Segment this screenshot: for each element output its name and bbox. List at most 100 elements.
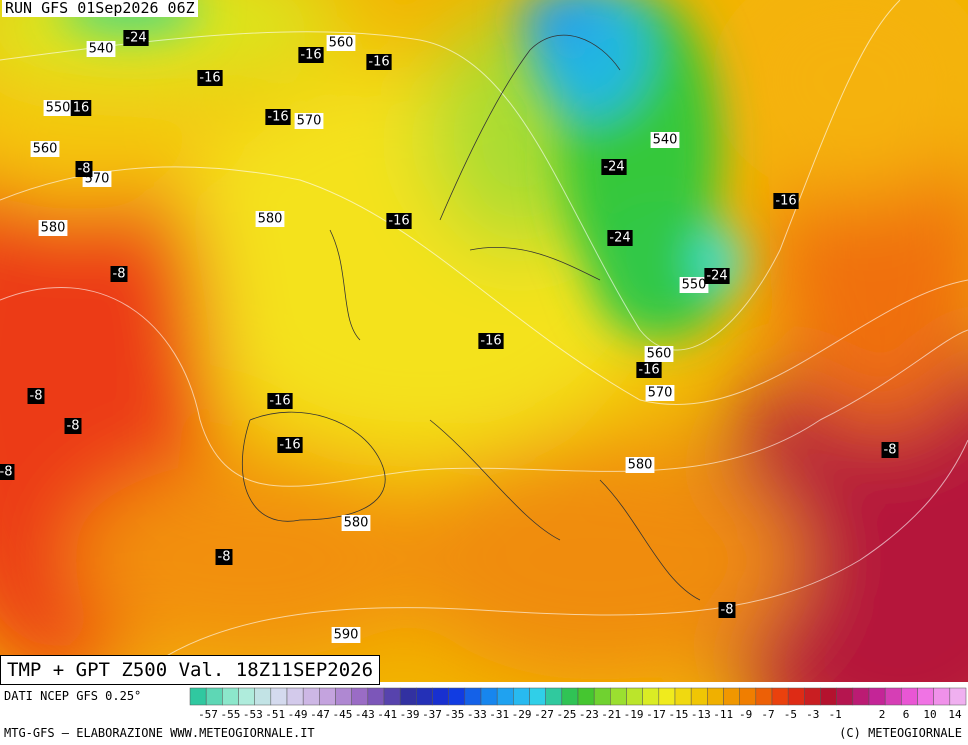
geopotential-label-box xyxy=(43,100,73,116)
temperature-label: -24 xyxy=(706,269,727,284)
color-swatch xyxy=(901,687,918,706)
temperature-label: -16 xyxy=(368,55,389,70)
color-swatch xyxy=(270,687,288,706)
color-scale: -57 -55 -53 -51 -49 -47 -45 -43 -41 -39 -37 -35 -33-… xyxy=(189,687,967,721)
geopotential-label: 550 xyxy=(46,101,71,116)
color-swatch xyxy=(836,687,854,706)
temperature-label: -16 xyxy=(199,71,220,86)
temperature-label: -16 xyxy=(480,334,501,349)
color-swatch xyxy=(448,687,466,706)
scale-label: -11 xyxy=(713,708,733,721)
scale-label: -49 xyxy=(288,708,308,721)
scale-label: -27 xyxy=(534,708,554,721)
temperature-label: -24 xyxy=(125,31,146,46)
color-swatch xyxy=(933,687,951,706)
temperature-label: -24 xyxy=(603,160,624,175)
color-swatch xyxy=(690,687,708,706)
scale-label: -7 xyxy=(761,708,774,721)
color-swatch xyxy=(868,687,886,706)
temperature-label-box xyxy=(704,268,730,284)
scale-label: -21 xyxy=(601,708,621,721)
scale-label: -53 xyxy=(243,708,263,721)
scale-label: -15 xyxy=(668,708,688,721)
geopotential-label-box xyxy=(30,141,60,157)
scale-label: -55 xyxy=(220,708,240,721)
scale-label: -51 xyxy=(265,708,285,721)
color-swatch xyxy=(561,687,579,706)
temperature-label: -24 xyxy=(609,231,630,246)
color-swatch xyxy=(852,687,870,706)
temperature-label: -16 xyxy=(638,363,659,378)
color-swatch xyxy=(593,687,611,706)
color-swatch xyxy=(642,687,660,706)
temperature-label-box xyxy=(70,100,92,116)
temperature-label-box xyxy=(197,70,223,86)
temperature-label-box xyxy=(64,418,82,434)
color-swatch xyxy=(674,687,692,706)
color-swatch xyxy=(804,687,821,706)
color-swatch xyxy=(949,687,967,706)
temperature-label-box xyxy=(601,159,627,175)
temperature-label: -8 xyxy=(113,267,126,282)
temperature-label: 16 xyxy=(73,101,90,116)
geopotential-label: 540 xyxy=(89,42,114,57)
color-swatch xyxy=(723,687,740,706)
color-swatch xyxy=(820,687,837,706)
geopotential-label: 580 xyxy=(628,458,653,473)
temperature-label: -16 xyxy=(279,438,300,453)
temperature-label-box xyxy=(75,161,93,177)
scale-label: -25 xyxy=(556,708,576,721)
color-swatch xyxy=(513,687,530,706)
geopotential-label-box xyxy=(625,457,655,473)
temperature-label-box xyxy=(718,602,736,618)
color-swatch xyxy=(755,687,773,706)
geopotential-label-box xyxy=(645,385,675,401)
color-swatch xyxy=(319,687,336,706)
scale-label: -45 xyxy=(332,708,352,721)
color-swatch xyxy=(286,687,304,706)
scale-label: -13 xyxy=(691,708,711,721)
geopotential-label: 560 xyxy=(33,142,58,157)
scale-label: -37 xyxy=(422,708,442,721)
temperature-label: -8 xyxy=(218,550,231,565)
weather-map: 540 5605505705605705805805405505605705805… xyxy=(0,0,968,682)
color-swatch xyxy=(707,687,724,706)
run-info: RUN GFS 01Sep2026 06Z xyxy=(2,0,198,17)
scale-label: -43 xyxy=(355,708,375,721)
geopotential-label-box xyxy=(294,113,324,129)
color-swatch xyxy=(205,687,223,706)
scale-label: -47 xyxy=(310,708,330,721)
temperature-label-box xyxy=(265,109,291,125)
geopotential-label-box xyxy=(644,346,674,362)
color-swatch xyxy=(238,687,255,706)
color-swatch xyxy=(787,687,805,706)
temperature-label: -16 xyxy=(269,394,290,409)
temperature-label-box xyxy=(881,442,899,458)
geopotential-label-box xyxy=(331,627,361,643)
footer-left: MTG-GFS – ELABORAZIONE WWW.METEOGIORNALE… xyxy=(4,726,315,740)
geopotential-label-box xyxy=(650,132,680,148)
geopotential-label: 540 xyxy=(653,133,678,148)
geopotential-label: 590 xyxy=(334,628,359,643)
scale-label: -1 xyxy=(829,708,842,721)
color-swatch xyxy=(432,687,449,706)
temperature-label-box xyxy=(110,266,128,282)
color-swatch xyxy=(545,687,563,706)
temperature-label-box xyxy=(0,464,15,480)
scale-label: -41 xyxy=(377,708,397,721)
geopotential-label: 580 xyxy=(344,516,369,531)
scale-label: 6 xyxy=(903,708,910,721)
color-swatch xyxy=(189,687,207,706)
temperature-label-box xyxy=(366,54,392,70)
temperature-label-box xyxy=(215,549,233,565)
color-swatch xyxy=(416,687,433,706)
temperature-label: -8 xyxy=(721,603,734,618)
color-swatch xyxy=(577,687,595,706)
color-swatch xyxy=(739,687,757,706)
geopotential-label-box xyxy=(679,277,709,293)
temperature-label-box xyxy=(773,193,799,209)
color-swatch xyxy=(496,687,514,706)
temperature-label-box xyxy=(298,47,324,63)
scale-label: -3 xyxy=(806,708,819,721)
